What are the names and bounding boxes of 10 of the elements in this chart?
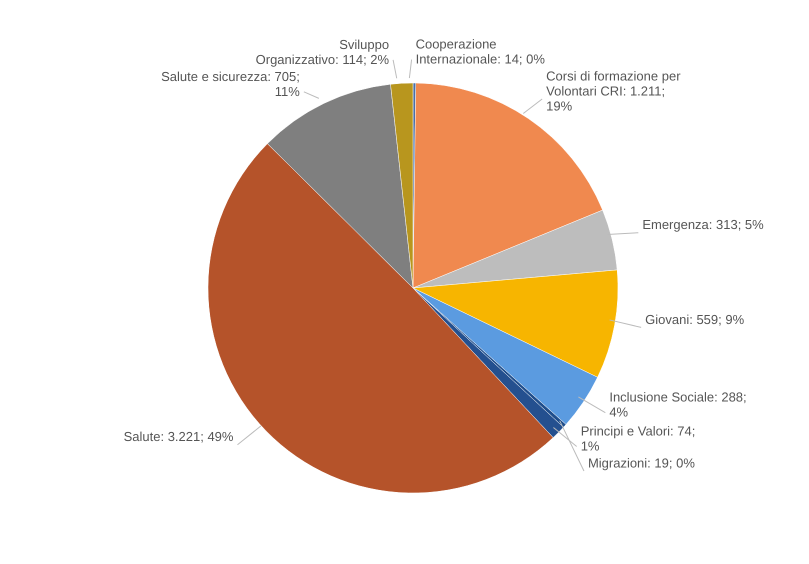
slice-label: Emergenza: 313; 5% bbox=[642, 217, 764, 232]
slice-label: Corsi di formazione per Volontari CRI: 1.211; 19% bbox=[546, 68, 682, 114]
slice-label: Migrazioni: 19; 0% bbox=[588, 456, 696, 471]
slice-label: Salute: 3.221; 49% bbox=[124, 429, 234, 444]
slice-label: Giovani: 559; 9% bbox=[645, 312, 745, 327]
slice-label: Sviluppo Organizzativo: 114; 2% bbox=[256, 36, 390, 67]
slice-label: Salute e sicurezza: 705; 11% bbox=[161, 68, 300, 99]
slice-label: Principi e Valori: 74; 1% bbox=[580, 424, 696, 454]
slice-label: Inclusione Sociale: 288; 4% bbox=[609, 390, 747, 420]
slice-label: Cooperazione Internazionale: 14; 0% bbox=[416, 36, 546, 67]
